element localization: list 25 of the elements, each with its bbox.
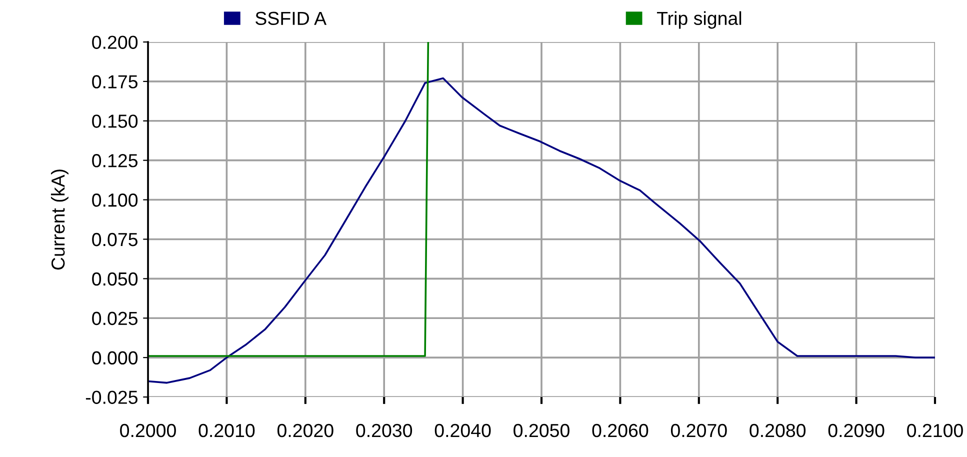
y-tick-label: 0.075: [92, 232, 138, 246]
y-tick-label: 0.025: [92, 312, 138, 326]
y-tick-label: 0.175: [92, 75, 138, 88]
x-tick-label: 0.2070: [670, 424, 727, 438]
x-tick-label: 0.2090: [828, 424, 884, 438]
x-tick-label: 0.2080: [750, 424, 806, 438]
x-tick-label: 0.2050: [514, 424, 570, 438]
x-tick-label: 0.2040: [434, 424, 491, 438]
y-axis-title: Current (kA): [50, 170, 68, 270]
x-tick-label: 0.2020: [277, 424, 334, 438]
y-tick-label: 0.150: [92, 114, 138, 128]
legend-label: Trip signal: [656, 11, 742, 29]
x-tick-label: 0.2000: [120, 424, 176, 438]
x-tick-label: 0.2030: [356, 424, 412, 438]
y-tick-label: 0.000: [92, 351, 138, 365]
legend-label: SSFID A: [256, 12, 327, 26]
y-tick-label: 0.100: [92, 193, 138, 207]
x-tick-label: 0.2060: [592, 424, 648, 438]
line-series: [148, 77, 935, 384]
y-tick-label: 0.125: [92, 154, 138, 168]
y-tick-label: -0.025: [86, 390, 138, 404]
x-tick-label: 0.2010: [198, 424, 255, 438]
x-tick-label: 0.2100: [907, 424, 963, 438]
y-tick-label: 0.200: [92, 36, 138, 49]
y-tick-label: 0.050: [92, 272, 138, 286]
